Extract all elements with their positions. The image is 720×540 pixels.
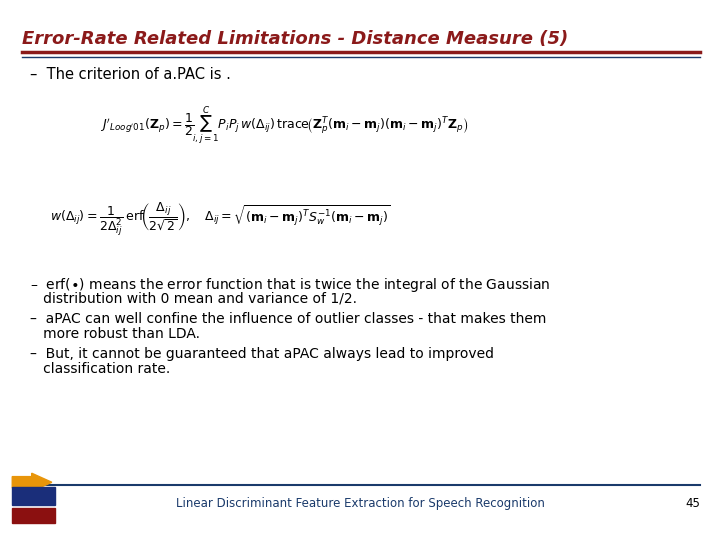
Text: $J'_{Loog'01}(\mathbf{Z}_p)=\dfrac{1}{2}\!\sum_{i,j=1}^{C} P_iP_j\, w(\Delta_{ij: $J'_{Loog'01}(\mathbf{Z}_p)=\dfrac{1}{2}…: [100, 105, 468, 147]
FancyArrow shape: [12, 473, 52, 491]
Text: more robust than LDA.: more robust than LDA.: [30, 327, 200, 341]
Text: Linear Discriminant Feature Extraction for Speech Recognition: Linear Discriminant Feature Extraction f…: [176, 497, 544, 510]
Text: –  $\mathrm{erf}(\bullet)$ means the error function that is twice the integral o: – $\mathrm{erf}(\bullet)$ means the erro…: [30, 276, 551, 294]
Bar: [12, 487, 55, 505]
Text: –  The criterion of a.PAC is .: – The criterion of a.PAC is .: [30, 67, 231, 82]
Text: 45: 45: [685, 497, 700, 510]
Text: –  But, it cannot be guaranteed that aPAC always lead to improved: – But, it cannot be guaranteed that aPAC…: [30, 347, 494, 361]
Text: $w(\Delta_{ij})=\dfrac{1}{2\Delta_{ij}^2}\,\mathrm{erf}\!\left(\dfrac{\Delta_{ij: $w(\Delta_{ij})=\dfrac{1}{2\Delta_{ij}^2…: [50, 200, 391, 238]
Text: –  aPAC can well confine the influence of outlier classes - that makes them: – aPAC can well confine the influence of…: [30, 312, 546, 326]
Text: Error-Rate Related Limitations - Distance Measure (5): Error-Rate Related Limitations - Distanc…: [22, 30, 568, 48]
Bar: [12, 508, 55, 523]
Text: distribution with 0 mean and variance of 1/2.: distribution with 0 mean and variance of…: [30, 291, 357, 305]
Text: classification rate.: classification rate.: [30, 362, 170, 376]
